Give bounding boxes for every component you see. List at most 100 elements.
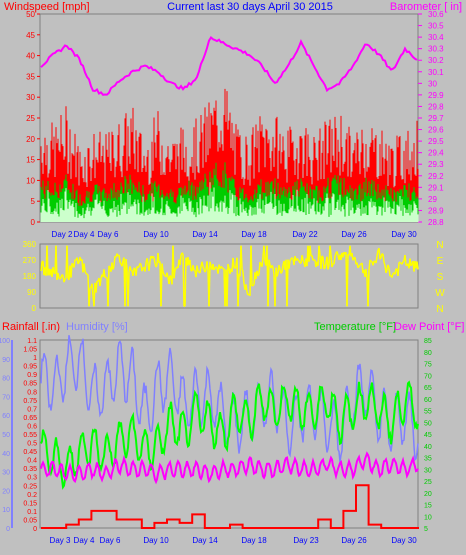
direction-seg [71,262,74,265]
temp-tick-label: 80 [424,350,432,357]
direction-seg [144,262,147,272]
rain-tick-label: 1 [33,355,37,362]
direction-seg [334,252,337,257]
direction-seg [311,255,314,261]
direction-seg [379,257,382,260]
dir-tick-label: 0 [32,304,37,313]
direction-seg [157,252,160,263]
day-label-bottom: Day 4 [74,536,95,545]
dewpoint-line [40,451,419,485]
dir-tick-label: 180 [23,272,37,281]
direction-seg [268,259,271,266]
wind-tick-label: 45 [26,31,35,40]
wind-tick-label: 5 [31,197,36,206]
compass-label: N [436,304,443,315]
direction-seg [88,287,91,307]
direction-seg [73,259,76,268]
direction-seg [84,270,87,274]
baro-tick-label: 30 [428,79,437,88]
direction-seg [113,256,116,266]
day-label-bottom: Day 10 [143,536,169,545]
wind-tick-label: 10 [26,176,35,185]
direction-seg [234,265,237,269]
hum-tick-label: 100 [0,338,10,345]
direction-seg [322,256,325,270]
direction-seg [99,278,102,287]
direction-seg [52,267,55,273]
direction-seg [309,245,312,257]
direction-seg [208,261,211,307]
rain-tick-label: 0.45 [23,449,37,456]
direction-seg [189,259,192,271]
temp-tick-label: 75 [424,362,432,369]
rain-tick-label: 0.15 [23,500,37,507]
direction-seg [61,273,64,276]
direction-seg [329,245,332,255]
direction-seg [197,270,200,273]
rain-tick-label: 0 [33,526,37,533]
day-label-bottom: Day 30 [391,536,417,545]
baro-tick-label: 29.6 [428,126,444,135]
direction-seg [252,283,255,286]
day-label-bottom: Day 14 [192,536,218,545]
direction-seg [184,257,187,307]
baro-tick-label: 30.1 [428,68,444,77]
temp-tick-label: 35 [424,456,432,463]
baro-tick-label: 30.2 [428,56,444,65]
direction-seg [367,269,370,307]
direction-seg [91,283,94,296]
day-label: Day 14 [192,230,218,239]
hum-tick-label: 90 [2,357,10,364]
direction-seg [132,267,135,276]
day-label-bottom: Day 6 [100,536,121,545]
rain-tick-label: 0.2 [27,492,37,499]
day-label: Day 30 [391,230,417,239]
direction-seg [272,267,275,275]
direction-seg [324,262,327,268]
temp-tick-label: 55 [424,409,432,416]
wind-tick-label: 40 [26,52,35,61]
direction-seg [320,255,323,269]
direction-seg [226,264,229,307]
direction-seg [85,272,88,275]
temp-tick-label: 65 [424,385,432,392]
direction-seg [261,256,264,267]
rain-tick-label: 0.8 [27,389,37,396]
dir-tick-label: 90 [27,288,36,297]
rain-tick-label: 0.4 [27,458,37,465]
direction-seg [166,272,169,278]
direction-seg [220,265,223,268]
direction-seg [119,261,122,265]
rain-tick-label: 0.85 [23,381,37,388]
direction-seg [251,284,254,287]
direction-seg [172,245,175,279]
direction-seg [124,259,127,307]
direction-seg [215,266,218,269]
temp-tick-label: 25 [424,479,432,486]
baro-tick-label: 29.7 [428,114,444,123]
dir-tick-label: 270 [23,256,37,265]
direction-seg [323,267,326,270]
direction-seg [40,261,43,272]
direction-seg [63,279,66,283]
temp-tick-label: 60 [424,397,432,404]
direction-seg [55,245,58,280]
direction-seg [391,273,394,278]
direction-seg [240,245,243,269]
dewpoint-title: Dew Point [°F] [394,321,464,333]
humidity-title: Humidity [%] [66,321,128,333]
direction-seg [201,261,204,267]
direction-seg [245,284,248,293]
dir-tick-label: 360 [23,240,37,249]
baro-tick-label: 30.6 [428,10,444,19]
day-label: Day 18 [241,230,267,239]
direction-seg [181,252,184,255]
hum-tick-label: 80 [2,376,10,383]
direction-seg [46,245,49,276]
day-label: Day 10 [143,230,169,239]
day-label: Day 2 [52,230,73,239]
direction-seg [410,263,413,267]
direction-seg [336,251,339,256]
direction-seg [394,268,397,275]
direction-seg [174,268,177,271]
